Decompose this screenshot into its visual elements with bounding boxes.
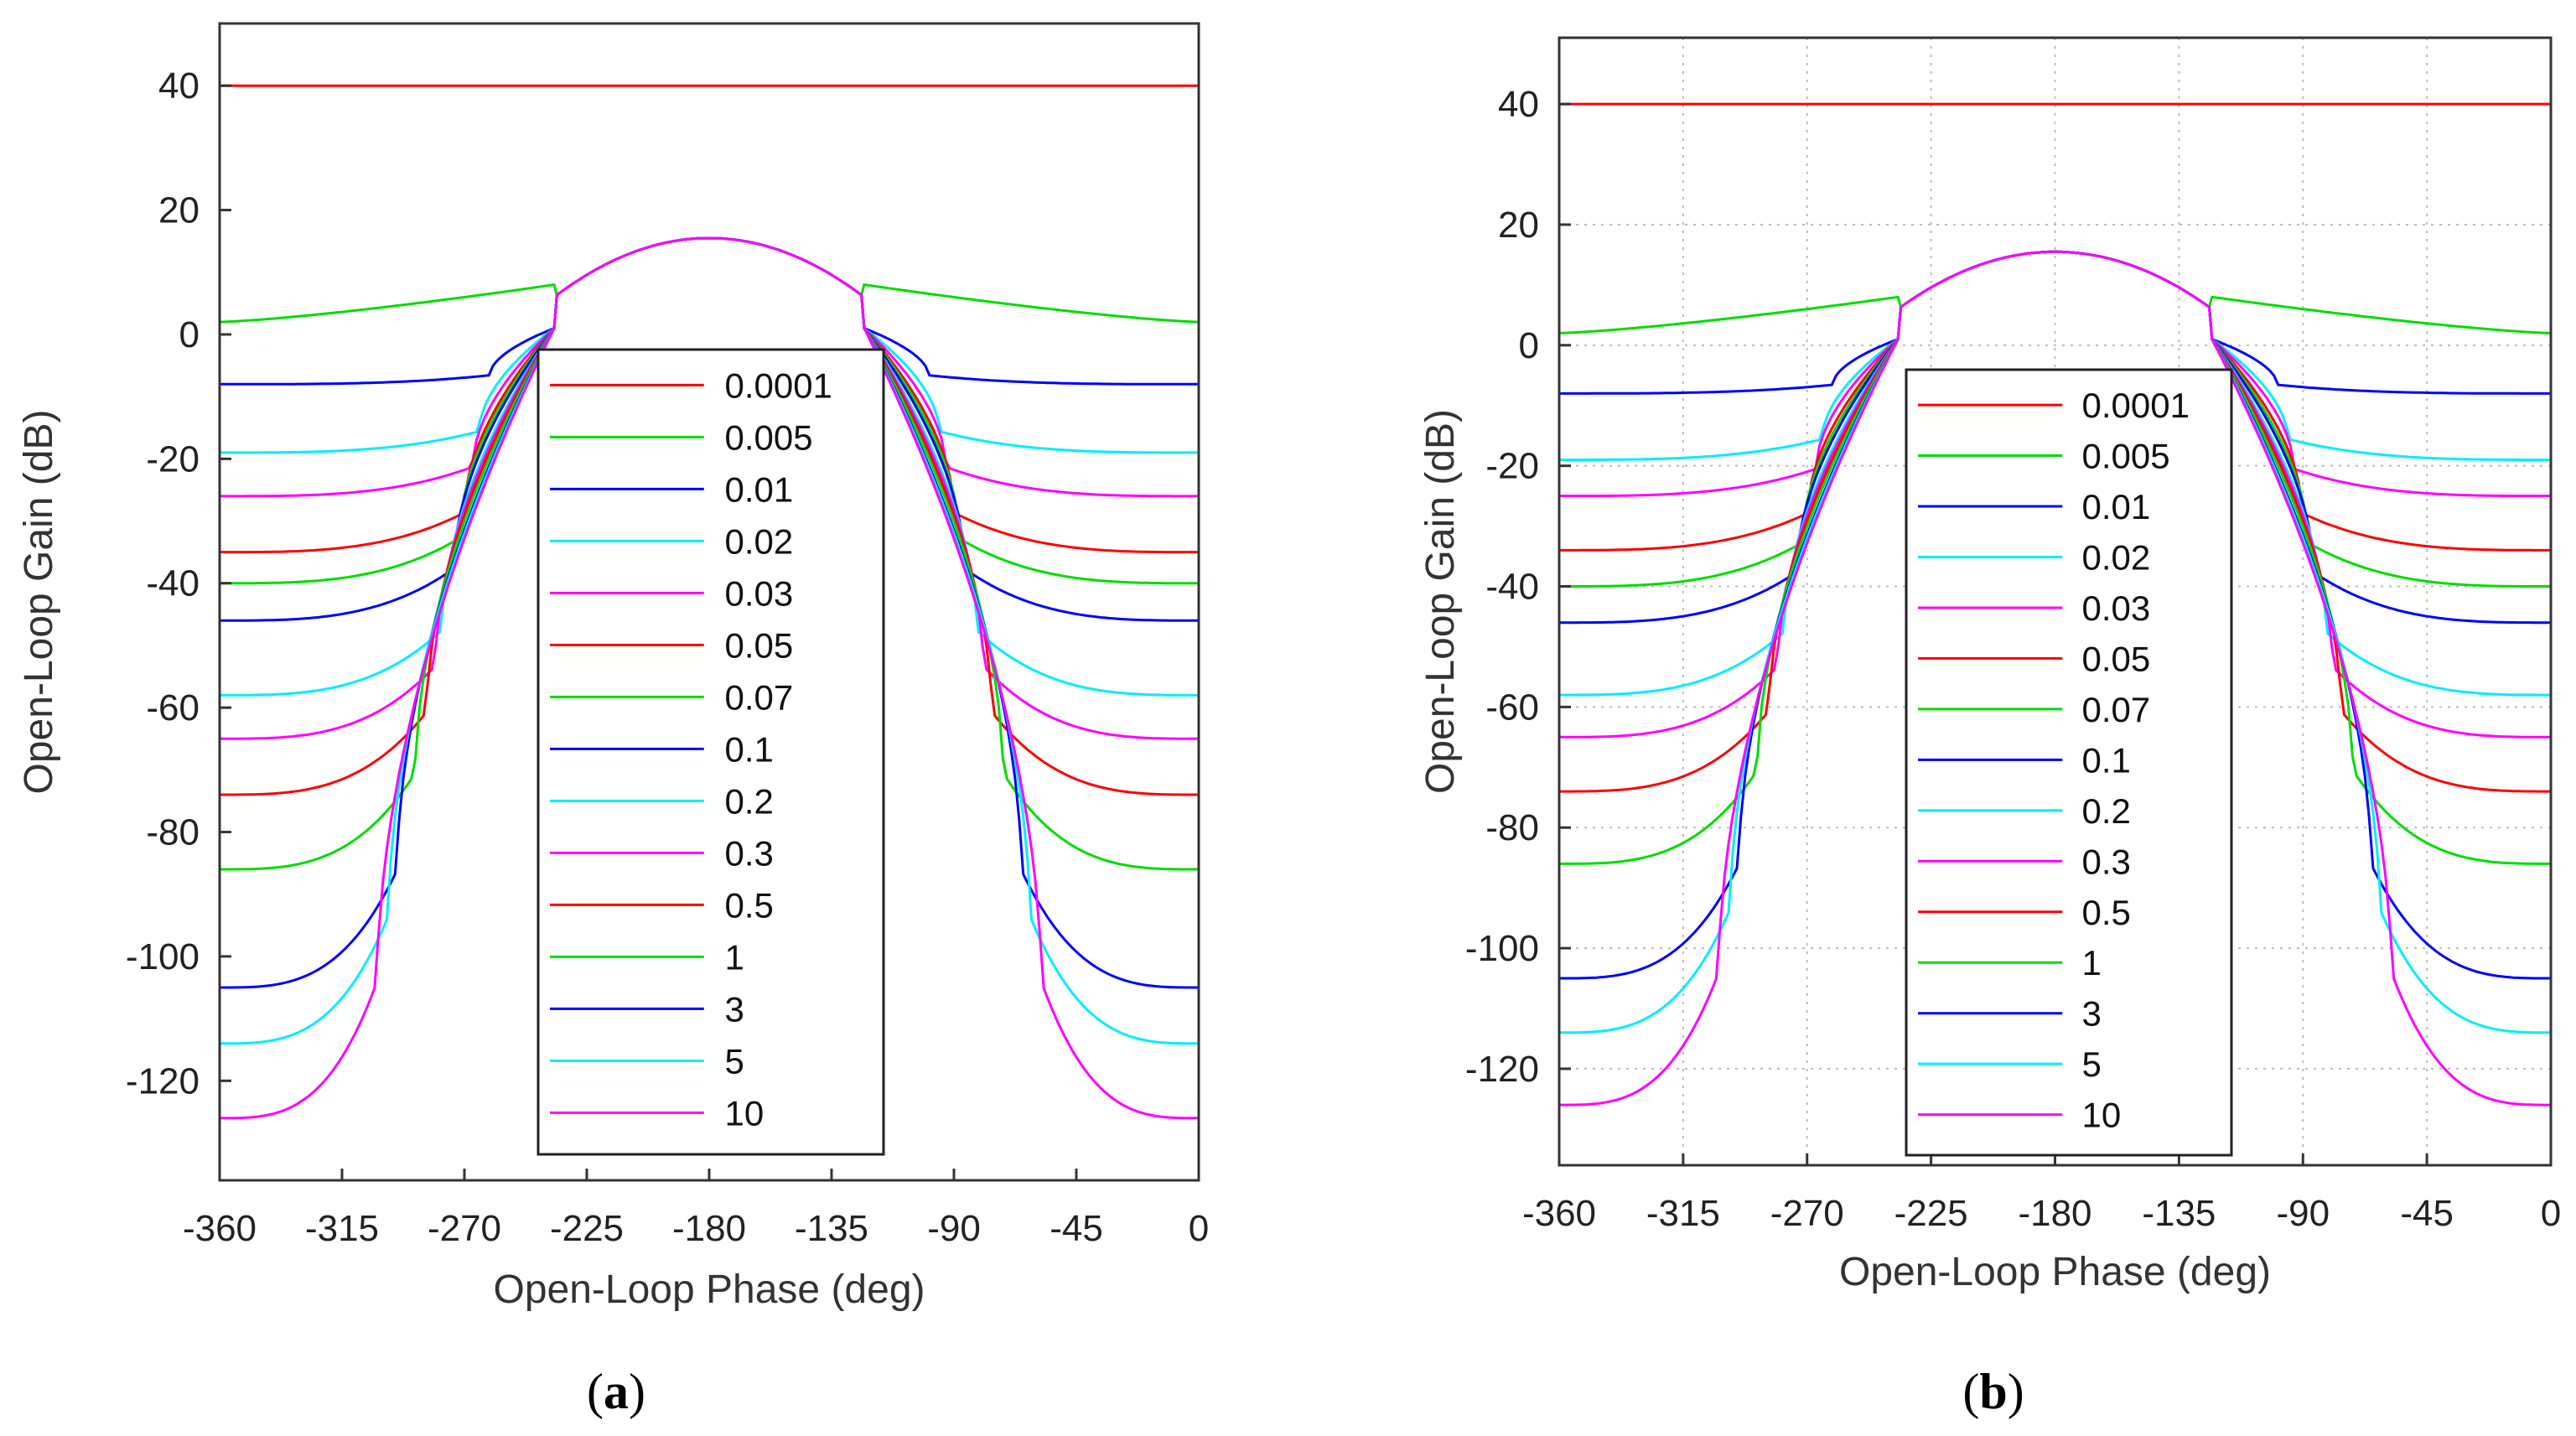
legend-box [536,348,885,1156]
x-tick-label: -135 [2142,1193,2216,1234]
legend-label: 0.0001 [2082,386,2190,425]
legend-label: 5 [724,1041,744,1081]
x-tick-label: -270 [428,1208,501,1249]
y-tick-label: -20 [1485,446,1539,487]
y-tick-label: -100 [126,936,200,977]
legend-label: 0.07 [2082,690,2151,729]
legend-label: 1 [2082,943,2102,982]
ticks-b: -360 -315 -270 -225 -180 -135 -90 -45 0 40 20 0 -20 -… [1465,84,2561,1234]
legend-label: 3 [2082,994,2102,1034]
y-tick-label: -60 [1485,687,1539,728]
x-tick-label: -90 [927,1208,981,1249]
panel-label-a: (a) [587,1364,645,1419]
legend-label: 0.2 [724,781,773,821]
series-line-0.005 [219,236,1200,324]
y-tick-label: 20 [1498,205,1539,246]
x-tick-label: -225 [550,1208,624,1249]
series-line-0.005 [1558,250,2552,334]
y-tick-label: 0 [1519,325,1539,366]
series-line-10 [220,236,1199,1120]
x-tick-label: -225 [1894,1193,1968,1234]
legend-label: 0.02 [2082,537,2151,577]
x-tick-label: -360 [183,1208,257,1249]
legend-label: 10 [2082,1096,2122,1135]
legend-label: 0.07 [724,677,793,717]
legend-label: 0.005 [2082,437,2170,476]
y-tick-label: -80 [146,812,200,853]
x-tick-label: -45 [2400,1193,2454,1234]
legend-label: 0.1 [724,729,773,769]
legend-label: 0.2 [2082,791,2131,831]
legend-label: 0.02 [724,521,793,561]
x-tick-label: -45 [1050,1208,1103,1249]
y-tick-label: -40 [1485,567,1539,608]
legend-a: 0.0001 0.005 0.01 0.02 0.03 0.05 0.07 0.1 0.2 0.3… [536,348,885,1156]
y-tick-label: -60 [146,687,200,728]
y-tick-label: -120 [126,1060,200,1102]
y-tick-label: 40 [158,65,200,106]
y-axis-label-a: Open-Loop Gain (dB) [17,410,61,795]
x-axis-label-a: Open-Loop Phase (deg) [493,1268,925,1312]
legend-label: 5 [2082,1045,2102,1084]
x-tick-label: -315 [305,1208,379,1249]
legend-label: 0.1 [2082,740,2131,780]
x-tick-label: -315 [1646,1193,1720,1234]
legend-label: 0.05 [2082,639,2151,678]
series-line-10 [1559,250,2551,1107]
legend-label: 0.01 [724,469,793,509]
x-tick-label: -270 [1770,1193,1844,1234]
legend-label: 0.0001 [724,365,832,405]
x-tick-label: -90 [2276,1193,2330,1234]
legend-label: 0.01 [2082,487,2151,526]
legend-box [1905,368,2233,1157]
legend-label: 0.5 [724,885,773,925]
y-tick-label: -80 [1485,807,1539,848]
x-tick-label: 0 [1189,1208,1209,1249]
legend-label: 10 [724,1093,764,1133]
y-tick-label: -20 [146,438,200,480]
y-tick-label: -120 [1465,1049,1539,1090]
y-tick-label: 40 [1498,84,1539,125]
legend-label: 0.005 [724,417,812,457]
legend-label: 0.05 [724,625,793,665]
series-b [1558,102,2552,1107]
x-tick-label: 0 [2541,1193,2561,1234]
x-tick-label: -180 [672,1208,746,1249]
ticks-a: -360 -315 -270 -225 -180 -135 -90 -45 0 40 20 0 -20 -… [126,65,1209,1249]
x-tick-label: -180 [2018,1193,2091,1234]
legend-label: 0.3 [2082,842,2131,881]
panel-label-b: (b) [1962,1364,2024,1419]
y-tick-label: 20 [158,190,200,231]
legend-label: 0.03 [724,573,793,613]
x-axis-label-b: Open-Loop Phase (deg) [1839,1250,2271,1294]
x-tick-label: -360 [1522,1193,1596,1234]
y-tick-label: -40 [146,563,200,604]
legend-label: 1 [724,937,744,977]
legend-label: 0.5 [2082,893,2131,932]
legend-label: 3 [724,989,744,1029]
series-a [219,84,1200,1120]
y-tick-label: 0 [179,314,200,355]
chart-panel-b: -360 -315 -270 -225 -180 -135 -90 -45 0 40 20 0 -20 -… [1418,36,2561,1294]
legend-b: 0.0001 0.005 0.01 0.02 0.03 0.05 0.07 0.1 0.2 0.3… [1905,368,2233,1157]
legend-label: 0.3 [724,833,773,873]
chart-panel-a: -360 -315 -270 -225 -180 -135 -90 -45 0 40 20 0 -20 -… [17,22,1209,1312]
y-tick-label: -100 [1465,928,1539,969]
x-tick-label: -135 [795,1208,868,1249]
legend-label: 0.03 [2082,588,2151,628]
y-axis-label-b: Open-Loop Gain (dB) [1418,409,1463,794]
